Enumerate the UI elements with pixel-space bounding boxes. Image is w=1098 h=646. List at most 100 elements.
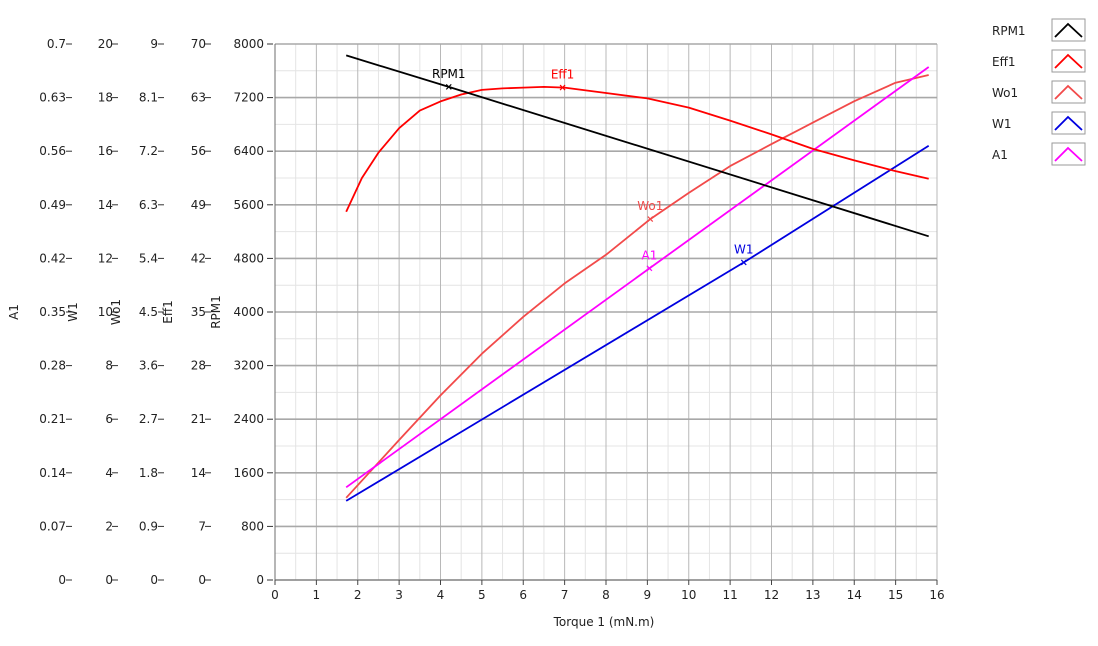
y-tick-label: 3.6	[139, 359, 158, 373]
y-axis-title: Wo1	[109, 299, 123, 325]
y-tick-label: 5.4	[139, 251, 158, 265]
x-tick-label: 14	[847, 588, 862, 602]
x-tick-label: 12	[764, 588, 779, 602]
x-tick-label: 16	[929, 588, 944, 602]
y-tick-label: 8	[105, 359, 113, 373]
y-tick-label: 5600	[233, 198, 264, 212]
y-tick-label: 9	[150, 37, 158, 51]
series-a1: A1	[345, 66, 930, 489]
y-tick-label: 7.2	[139, 144, 158, 158]
legend-item-eff1[interactable]: Eff1	[992, 49, 1086, 73]
y-tick-label: 16	[98, 144, 113, 158]
legend-item-w1[interactable]: W1	[992, 111, 1086, 135]
series-label: Wo1	[637, 199, 663, 213]
series-label: RPM1	[432, 67, 466, 81]
y-axis-title: RPM1	[209, 295, 223, 329]
y-tick-label: 20	[98, 37, 113, 51]
legend[interactable]: RPM1 Eff1 Wo1 W1 A1	[992, 18, 1086, 166]
x-tick-label: 15	[888, 588, 903, 602]
y-tick-label: 10	[98, 305, 113, 319]
legend-swatch-line	[1054, 53, 1083, 69]
x-tick-label: 10	[681, 588, 696, 602]
y-axis-rpm1: 0 800 1600 2400 3200 4000 4800 5600 6400 7200 8000…	[209, 37, 273, 587]
y-tick-label: 0.21	[39, 412, 66, 426]
y-tick-label: 0.07	[39, 519, 66, 533]
y-tick-label: 6400	[233, 144, 264, 158]
legend-swatch-line	[1054, 115, 1083, 131]
y-tick-label: 21	[191, 412, 206, 426]
y-tick-label: 63	[191, 91, 206, 105]
legend-swatch-line	[1054, 22, 1083, 38]
y-tick-label: 0.56	[39, 144, 66, 158]
legend-label: W1	[992, 117, 1012, 131]
legend-item-a1[interactable]: A1	[992, 142, 1086, 166]
y-tick-label: 0.7	[47, 37, 66, 51]
y-tick-label: 0	[256, 573, 264, 587]
legend-swatch-box	[1051, 111, 1086, 135]
y-axis-a1: 0 0.07 0.14 0.21 0.28 0.35 0.42 0.49 0.56 0.63 0.7…	[7, 37, 72, 587]
y-axis-title: W1	[66, 302, 80, 322]
y-tick-label: 2400	[233, 412, 264, 426]
legend-swatch-box	[1051, 80, 1086, 104]
x-tick-label: 4	[437, 588, 445, 602]
y-tick-label: 0.49	[39, 198, 66, 212]
y-tick-label: 8000	[233, 37, 264, 51]
y-tick-label: 35	[191, 305, 206, 319]
legend-item-wo1[interactable]: Wo1	[992, 80, 1086, 104]
series-marker	[445, 83, 452, 90]
y-tick-label: 0.14	[39, 466, 66, 480]
legend-swatch-box	[1051, 142, 1086, 166]
series-marker	[647, 216, 654, 223]
series-wo1: Wo1	[345, 74, 929, 499]
y-tick-label: 18	[98, 91, 113, 105]
y-tick-label: 14	[191, 466, 206, 480]
y-tick-label: 0.35	[39, 305, 66, 319]
y-tick-label: 4	[105, 466, 113, 480]
legend-swatch-line	[1054, 84, 1083, 100]
x-tick-label: 8	[602, 588, 610, 602]
series-marker	[559, 84, 566, 91]
legend-label: A1	[992, 148, 1008, 162]
y-tick-label: 6.3	[139, 198, 158, 212]
x-tick-label: 6	[519, 588, 527, 602]
y-tick-label: 42	[191, 251, 206, 265]
series-rpm1: RPM1	[345, 54, 929, 238]
grid	[274, 43, 938, 581]
y-tick-label: 4000	[233, 305, 264, 319]
series-eff1: Eff1	[345, 68, 929, 213]
y-tick-label: 14	[98, 198, 113, 212]
x-tick-label: 9	[644, 588, 652, 602]
legend-swatch-line	[1054, 146, 1083, 162]
legend-item-rpm1[interactable]: RPM1	[992, 18, 1086, 42]
y-tick-label: 3200	[233, 359, 264, 373]
y-tick-label: 800	[241, 519, 264, 533]
y-axis-wo1: 0 0.9 1.8 2.7 3.6 4.5 5.4 6.3 7.2 8.1 9 Wo1	[109, 37, 164, 587]
legend-label: RPM1	[992, 24, 1026, 38]
series: Wo1 A1 W1 Eff1 RPM1	[345, 54, 930, 502]
y-tick-label: 0	[150, 573, 158, 587]
series-label: W1	[734, 242, 754, 256]
x-tick-label: 1	[313, 588, 321, 602]
y-tick-label: 4.5	[139, 305, 158, 319]
y-tick-label: 0.28	[39, 359, 66, 373]
legend-swatch-box	[1051, 18, 1086, 42]
y-tick-label: 0.63	[39, 91, 66, 105]
y-tick-label: 1600	[233, 466, 264, 480]
y-tick-label: 8.1	[139, 91, 158, 105]
y-axis-w1: 0 2 4 6 8 10 12 14 16 18 20 W1	[66, 37, 118, 587]
y-tick-label: 2.7	[139, 412, 158, 426]
y-axis-title: Eff1	[161, 300, 175, 323]
y-tick-label: 0	[198, 573, 206, 587]
y-tick-label: 6	[105, 412, 113, 426]
y-tick-label: 49	[191, 198, 206, 212]
y-tick-label: 0	[105, 573, 113, 587]
y-axis-title: A1	[7, 304, 21, 320]
x-tick-label: 5	[478, 588, 486, 602]
y-tick-label: 4800	[233, 251, 264, 265]
y-tick-label: 2	[105, 519, 113, 533]
y-tick-label: 0.42	[39, 251, 66, 265]
y-tick-label: 7200	[233, 91, 264, 105]
series-label: A1	[642, 248, 658, 262]
